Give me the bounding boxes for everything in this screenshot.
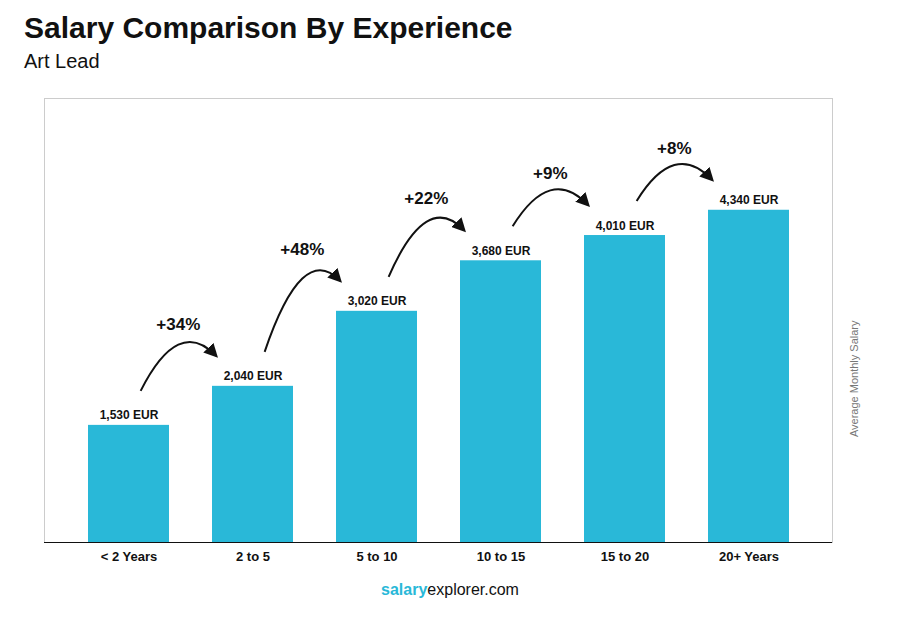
html-text:Art Lead: Art Lead <box>24 50 100 72</box>
svg-text:+22%: +22% <box>404 189 448 208</box>
svg-text:< 2 Years: < 2 Years <box>101 549 158 564</box>
svg-text:4,340 EUR: 4,340 EUR <box>720 193 779 207</box>
svg-text:+48%: +48% <box>280 240 324 259</box>
svg-text:3,680 EUR: 3,680 EUR <box>472 244 531 258</box>
svg-text:+8%: +8% <box>657 139 692 158</box>
html-text:salary explorer.com: salary explorer.com <box>381 581 519 598</box>
html-text:Salary Comparison By Experienc: Salary Comparison By Experience <box>24 11 513 44</box>
svg-text:Average Monthly Salary: Average Monthly Salary <box>848 320 860 437</box>
svg-text:5 to 10: 5 to 10 <box>356 549 397 564</box>
svg-text:15 to 20: 15 to 20 <box>601 549 649 564</box>
svg-text:2 to 5: 2 to 5 <box>236 549 270 564</box>
svg-text:10 to 15: 10 to 15 <box>477 549 525 564</box>
svg-text:1,530 EUR: 1,530 EUR <box>100 408 159 422</box>
svg-text:3,020 EUR: 3,020 EUR <box>348 294 407 308</box>
svg-text:2,040 EUR: 2,040 EUR <box>224 369 283 383</box>
svg-text:+34%: +34% <box>156 315 200 334</box>
svg-text:4,010 EUR: 4,010 EUR <box>596 219 655 233</box>
svg-text:20+ Years: 20+ Years <box>719 549 779 564</box>
svg-text:+9%: +9% <box>533 164 568 183</box>
